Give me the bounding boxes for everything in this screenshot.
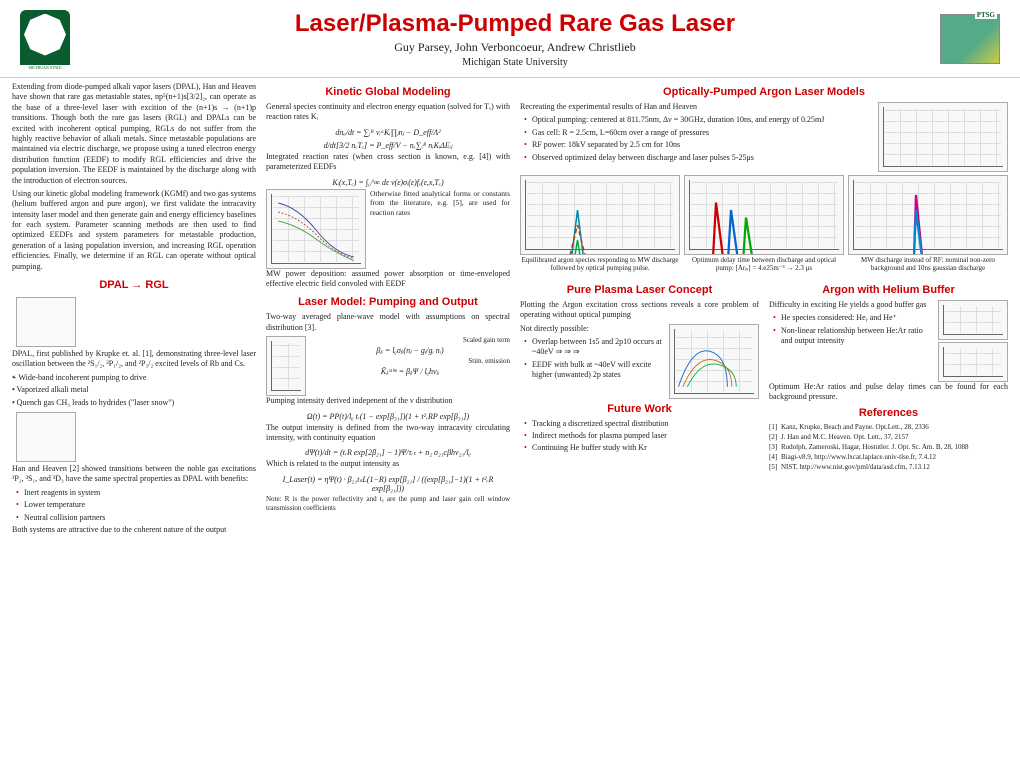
kgm-eq-3: Kᵢ(x,Tₑ) = ∫₀^∞ dε v(ε)σᵢ(ε)fₑ(ε,x,Tₑ) (266, 178, 510, 187)
pure-b1: Overlap between 1s5 and 2p10 occurs at ~… (524, 337, 665, 358)
delay-time-figure (684, 175, 844, 255)
header-text: Laser/Plasma-Pumped Rare Gas Laser Guy P… (90, 10, 940, 68)
lm-para-4: Which is related to the output intensity… (266, 459, 510, 469)
lm-eq-5: I_Laser(t) = ηΨ(t) · β₂₁tₛL(1−R) exp[β₂₁… (266, 475, 510, 493)
xs-curves (674, 329, 754, 396)
ref-1: Kanz, Krupke, Beach and Payne. Opt.Lett.… (769, 423, 1008, 431)
he-ratio-fig-1 (938, 300, 1008, 340)
ref-5: NIST, http://www.nist.gov/pml/data/asd.c… (769, 463, 1008, 471)
mw-curves (853, 180, 1003, 255)
delay-curves (689, 180, 839, 255)
kgm-side-text: Otherwise fitted analytical forms or con… (370, 189, 510, 218)
dpal-list-1: + Wide-band incoherent pumping to drive … (12, 373, 256, 410)
heading-ar-he: Argon with Helium Buffer (769, 284, 1008, 296)
rgl-benefit-2: Lower temperature (16, 500, 256, 510)
opt-b1: Optical pumping: centered at 811.75nm, Δ… (524, 115, 872, 125)
eedf-curves (271, 194, 361, 266)
dpal-minus-2: - Quench gas CH₃ leads to hydrides ("las… (12, 398, 256, 408)
rgl-level-diagram (16, 412, 76, 462)
fut-b1: Tracking a discretized spectral distribu… (524, 419, 759, 429)
dpal-minus-1: - Vaporized alkali metal (12, 385, 256, 395)
msu-logo (20, 10, 70, 68)
kgm-para-1: General species continuity and electron … (266, 102, 510, 123)
column-3-4: Optically-Pumped Argon Laser Models Recr… (520, 82, 1008, 761)
ahe-b1: He species considered: Heᵧ and He⁺ (773, 313, 934, 323)
heading-laser-model: Laser Model: Pumping and Output (266, 296, 510, 308)
lm-label-2: Stim. emission (310, 357, 510, 365)
ref-3: Rudolph, Zameroski, Hagar, Hostutler. J.… (769, 443, 1008, 451)
species-densities-figure (520, 175, 680, 255)
affiliation: Michigan State University (90, 57, 940, 68)
ptsg-logo (940, 14, 1000, 64)
heading-dpal: DPAL → RGL (12, 279, 256, 291)
species-curves (525, 180, 675, 255)
authors: Guy Parsey, John Verboncoeur, Andrew Chr… (90, 40, 940, 55)
header: Laser/Plasma-Pumped Rare Gas Laser Guy P… (0, 0, 1020, 78)
ahe-para-1: Difficulty in exciting He yields a good … (769, 300, 934, 310)
pure-para-1: Plotting the Argon excitation cross sect… (520, 300, 759, 321)
lm-eq-3: Ω(t) = PP(t)/lᵨ tᵣ(1 − exp[β₃₁])(1 + t²ᵣ… (266, 412, 510, 421)
dpal-list-2: Inert reagents in system Lower temperatu… (12, 488, 256, 525)
heading-future: Future Work (520, 403, 759, 415)
setup-schematic (878, 102, 1008, 172)
cavity-diagram (266, 336, 306, 396)
column-2: Kinetic Global Modeling General species … (266, 82, 510, 761)
ref-4: Biagi-v8.9, http://www.lxcat.laplace.uni… (769, 453, 1008, 461)
rgl-benefit-1: Inert reagents in system (16, 488, 256, 498)
lm-label-1: Scaled gain term (310, 336, 510, 344)
references-list: Kanz, Krupke, Beach and Payne. Opt.Lett.… (769, 423, 1008, 471)
opt-b4: Observed optimized delay between dischar… (524, 153, 872, 163)
intro-para-2: Using our kinetic global modeling framew… (12, 189, 256, 272)
fut-b3: Continuing He buffer study with Kr (524, 443, 759, 453)
ahe-b2: Non-linear relationship between He:Ar ra… (773, 326, 934, 347)
lm-eq-2: K̃ⱼᵢˢᵗⁱᵐ = βⱼᵢΨ / lᵨhνⱼᵢ (310, 367, 510, 376)
intro-para-1: Extending from diode-pumped alkali vapor… (12, 82, 256, 186)
mw-discharge-figure (848, 175, 1008, 255)
cross-section-figure (669, 324, 759, 399)
body-columns: Extending from diode-pumped alkali vapor… (0, 78, 1020, 765)
dpal-plus: + Wide-band incoherent pumping to drive (12, 373, 256, 383)
pure-para-2: Not directly possible: (520, 324, 665, 334)
opt-b2: Gas cell: R = 2.5cm, L=60cm over a range… (524, 128, 872, 138)
he-ratio-fig-2 (938, 342, 1008, 382)
lm-para-5: Note: R is the power reflectivity and tₓ… (266, 495, 510, 513)
lm-para-2: Pumping intensity derived indepenent of … (266, 396, 510, 406)
ref-2: J. Han and M.C. Heaven. Opt. Lett., 37, … (769, 433, 1008, 441)
ahe-list: He species considered: Heᵧ and He⁺ Non-l… (769, 313, 934, 346)
fut-b2: Indirect methods for plasma pumped laser (524, 431, 759, 441)
dpal-para-1: DPAL, first published by Krupke et. al. … (12, 349, 256, 370)
future-list: Tracking a discretized spectral distribu… (520, 419, 759, 454)
poster-root: Laser/Plasma-Pumped Rare Gas Laser Guy P… (0, 0, 1020, 765)
opt-list: Optical pumping: centered at 811.75nm, Δ… (520, 115, 872, 163)
dpal-para-3: Both systems are attractive due to the c… (12, 525, 256, 535)
pure-b2: EEDF with bulk at ~40eV will excite high… (524, 360, 665, 381)
ahe-para-2: Optimum He:Ar ratios and pulse delay tim… (769, 382, 1008, 403)
cap-2: Optimum delay time between discharge and… (684, 256, 844, 273)
heading-opt-argon: Optically-Pumped Argon Laser Models (520, 86, 1008, 98)
heading-refs: References (769, 407, 1008, 419)
cap-3: MW discharge instead of RF: nominal non-… (848, 256, 1008, 273)
rgl-benefit-3: Neutral collision partners (16, 513, 256, 523)
dpal-level-diagram (16, 297, 76, 347)
lm-eq-1: βⱼᵢ = lᵨσⱼᵢ(nⱼ − gⱼ/gᵢ nᵢ) (310, 346, 510, 355)
poster-title: Laser/Plasma-Pumped Rare Gas Laser (90, 10, 940, 38)
cap-1: Equilibrated argon species responding to… (520, 256, 680, 273)
results-row: Equilibrated argon species responding to… (520, 175, 1008, 273)
eedf-figure (266, 189, 366, 269)
lm-para-3: The output intensity is defined from the… (266, 423, 510, 444)
lm-eq-4: dΨ(t)/dt = (tᵣR exp[2β₂₁] − 1)Ψ/τᵣₜ + n₂… (266, 448, 510, 457)
kgm-para-3: MW power deposition: assumed power absor… (266, 269, 510, 290)
kgm-eq-2: d/dt[3/2 nₑTₑ] = P_eff/V − nₑ∑ᵢᴿ nᵢKᵢΔEᵢ… (266, 141, 510, 150)
kgm-eq-1: dnₐ/dt = ∑ᵢᴿ νᵢᵃKᵢ∏ⱼnⱼ − D_eff/Λ² (266, 128, 510, 137)
dpal-para-2: Han and Heaven [2] showed transitions be… (12, 464, 256, 485)
column-1: Extending from diode-pumped alkali vapor… (12, 82, 256, 761)
opt-b3: RF power: 18kV separated by 2.5 cm for 1… (524, 140, 872, 150)
heading-pure-plasma: Pure Plasma Laser Concept (520, 284, 759, 296)
kgm-para-2: Integrated reaction rates (when cross se… (266, 152, 510, 173)
opt-para-1: Recreating the experimental results of H… (520, 102, 872, 112)
pure-list: Overlap between 1s5 and 2p10 occurs at ~… (520, 337, 665, 381)
lm-para-1: Two-way averaged plane-wave model with a… (266, 312, 510, 333)
heading-kgm: Kinetic Global Modeling (266, 86, 510, 98)
